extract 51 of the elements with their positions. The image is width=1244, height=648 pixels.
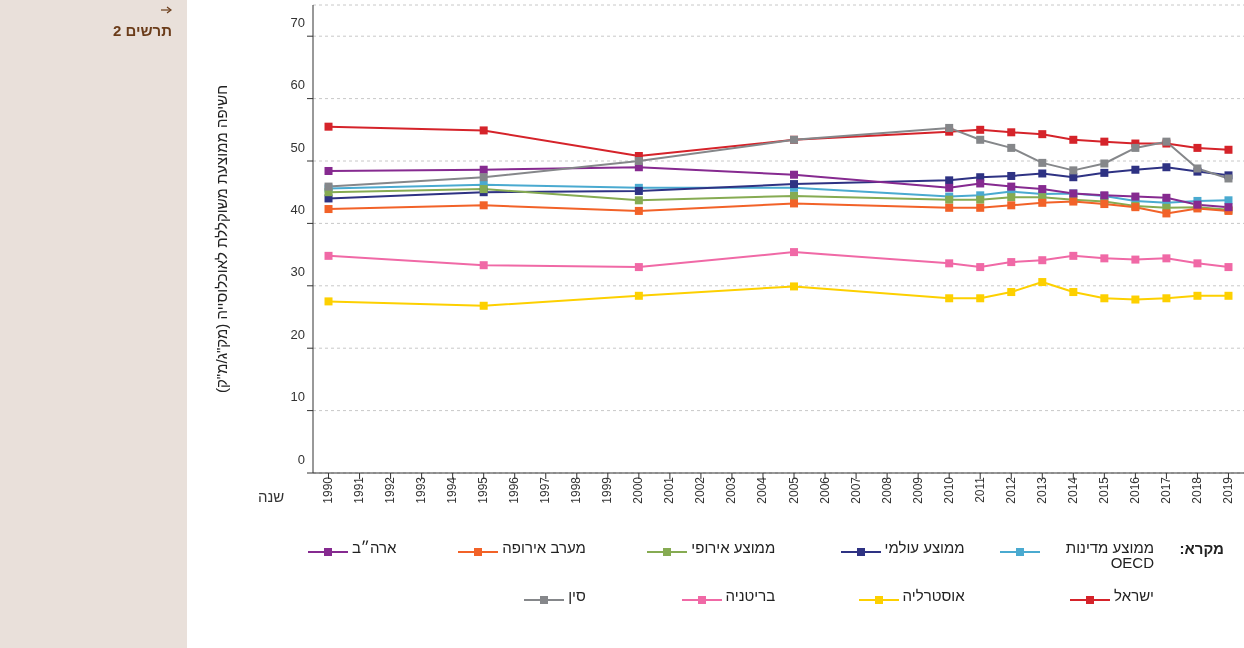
y-tick-label: 30: [290, 264, 305, 280]
x-tick-label: 2012: [1003, 476, 1018, 504]
x-axis-title: שנה: [258, 487, 285, 505]
x-tick-label: 2018: [1189, 476, 1204, 504]
x-tick-label: 1992: [383, 476, 398, 504]
x-tick-label: 1995: [476, 476, 491, 504]
y-tick-label: 20: [290, 326, 305, 342]
x-tick-label: 2010: [941, 476, 956, 504]
x-tick-label: 1998: [569, 476, 584, 504]
x-tick-label: 2007: [848, 476, 863, 504]
y-tick-label: 10: [290, 389, 305, 405]
y-tick-label: 60: [290, 77, 305, 93]
x-tick-label: 2009: [910, 476, 925, 504]
x-tick-label: 1999: [600, 476, 615, 504]
x-tick-label: 2019: [1221, 476, 1235, 504]
x-tick-label: 2002: [693, 476, 708, 504]
y-axis-title: חשיפה ממוצעת משוקללת לאוכלוסייה (מק"ג/מ"ק): [213, 84, 231, 394]
legend-label: ממוצע עולמי: [884, 539, 965, 556]
x-tick-label: 1990: [321, 476, 336, 504]
x-tick-label: 2011: [972, 476, 987, 503]
legend-label: ישראל: [1114, 587, 1154, 604]
x-tick-label: 2001: [662, 476, 677, 504]
x-tick-label: 1996: [507, 476, 522, 504]
legend-label: אוסטרליה: [902, 587, 965, 604]
legend-label: ארה״ב: [351, 539, 397, 556]
x-tick-label: 2015: [1096, 476, 1111, 504]
x-tick-label: 2013: [1034, 476, 1049, 504]
legend-title: מקרא:: [1178, 540, 1224, 559]
x-tick-label: 2004: [755, 476, 770, 504]
x-tick-label: 1991: [352, 476, 367, 504]
x-tick-label: 2008: [879, 476, 894, 504]
legend-label: מערב אירופה: [502, 539, 586, 556]
legend-label: בריטניה: [725, 587, 776, 604]
y-tick-label: 40: [290, 202, 305, 218]
legend-label: ממוצע אירופי: [691, 539, 776, 556]
y-tick-label: 70: [290, 14, 305, 30]
x-tick-label: 2014: [1065, 476, 1080, 504]
legend-label: סין: [568, 587, 586, 604]
x-tick-label: 2005: [786, 476, 801, 504]
x-tick-label: 2000: [631, 476, 646, 504]
legend-label: ממוצע מדינות OECD: [1064, 539, 1154, 571]
x-tick-label: 2017: [1158, 476, 1173, 504]
x-tick-label: 2016: [1127, 476, 1142, 504]
y-tick-label: 0: [297, 451, 305, 467]
y-tick-label: 50: [290, 139, 305, 155]
x-tick-label: 1994: [445, 476, 460, 504]
text: תרשים 2: [112, 22, 172, 39]
x-tick-label: 1997: [538, 476, 553, 504]
x-tick-label: 2006: [817, 476, 832, 504]
x-tick-label: 2003: [724, 476, 739, 504]
x-tick-label: 1993: [414, 476, 429, 504]
